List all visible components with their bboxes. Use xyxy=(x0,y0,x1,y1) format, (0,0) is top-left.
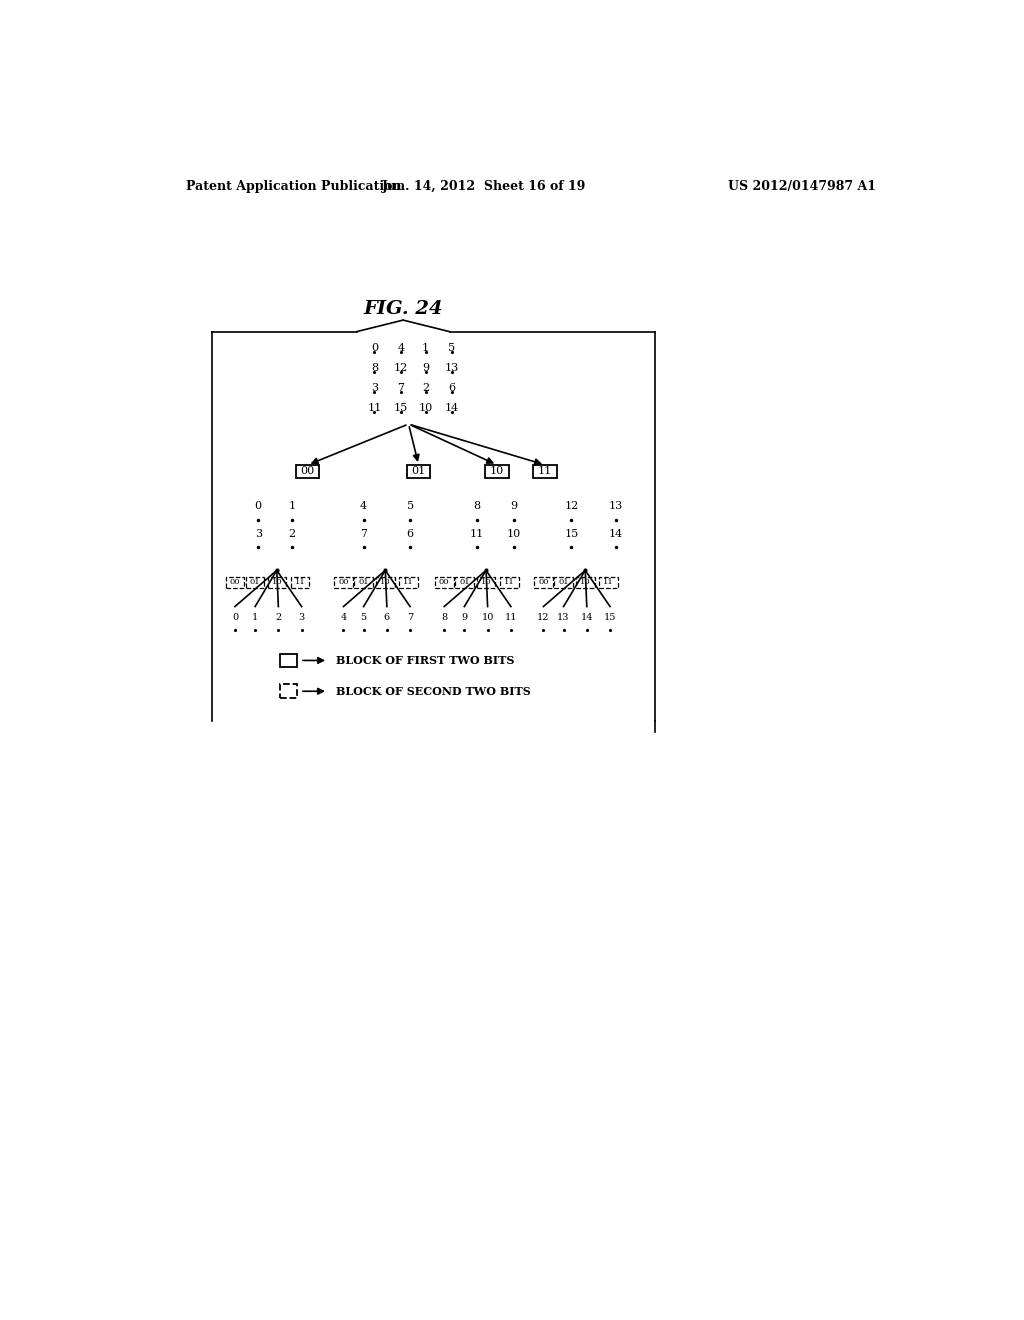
FancyBboxPatch shape xyxy=(246,577,264,589)
Text: 00: 00 xyxy=(439,578,450,586)
FancyBboxPatch shape xyxy=(407,465,430,478)
Text: 13: 13 xyxy=(444,363,459,374)
FancyBboxPatch shape xyxy=(575,577,595,589)
Text: 2: 2 xyxy=(422,383,429,393)
Text: 10: 10 xyxy=(481,612,494,622)
Text: 14: 14 xyxy=(581,612,593,622)
FancyBboxPatch shape xyxy=(485,465,509,478)
FancyBboxPatch shape xyxy=(225,577,245,589)
Text: 10: 10 xyxy=(580,578,591,586)
FancyBboxPatch shape xyxy=(500,577,518,589)
Text: 6: 6 xyxy=(449,383,456,393)
Text: 5: 5 xyxy=(360,612,367,622)
Text: 00: 00 xyxy=(539,578,549,586)
Text: 11: 11 xyxy=(505,612,517,622)
Text: 15: 15 xyxy=(604,612,616,622)
Text: 9: 9 xyxy=(510,502,517,511)
Text: 01: 01 xyxy=(558,578,569,586)
FancyBboxPatch shape xyxy=(376,577,394,589)
Text: 1: 1 xyxy=(252,612,258,622)
Text: 00: 00 xyxy=(229,578,241,586)
Text: 5: 5 xyxy=(449,343,456,354)
Text: 10: 10 xyxy=(271,578,283,586)
Text: 10: 10 xyxy=(507,529,521,539)
Text: 7: 7 xyxy=(407,612,414,622)
Text: 10: 10 xyxy=(419,404,433,413)
FancyBboxPatch shape xyxy=(554,577,572,589)
Text: FIG. 24: FIG. 24 xyxy=(364,300,443,318)
Text: 00: 00 xyxy=(301,466,315,477)
Text: US 2012/0147987 A1: US 2012/0147987 A1 xyxy=(728,181,877,194)
Text: 01: 01 xyxy=(250,578,260,586)
Text: 7: 7 xyxy=(397,383,404,393)
Text: BLOCK OF SECOND TWO BITS: BLOCK OF SECOND TWO BITS xyxy=(336,686,530,697)
Text: 11: 11 xyxy=(504,578,515,586)
Text: 12: 12 xyxy=(393,363,408,374)
Text: 14: 14 xyxy=(444,404,459,413)
Text: 11: 11 xyxy=(295,578,305,586)
FancyBboxPatch shape xyxy=(455,577,474,589)
Text: 5: 5 xyxy=(407,502,414,511)
FancyBboxPatch shape xyxy=(280,684,297,698)
Text: 0: 0 xyxy=(371,343,378,354)
Text: 4: 4 xyxy=(360,502,368,511)
Text: 10: 10 xyxy=(480,578,492,586)
Text: 4: 4 xyxy=(397,343,404,354)
Text: 6: 6 xyxy=(384,612,390,622)
Text: Jun. 14, 2012  Sheet 16 of 19: Jun. 14, 2012 Sheet 16 of 19 xyxy=(382,181,587,194)
Text: 13: 13 xyxy=(609,502,624,511)
Text: 8: 8 xyxy=(441,612,447,622)
Text: 1: 1 xyxy=(422,343,429,354)
Text: 13: 13 xyxy=(557,612,569,622)
Text: 15: 15 xyxy=(564,529,579,539)
Text: 11: 11 xyxy=(470,529,484,539)
Text: 12: 12 xyxy=(538,612,550,622)
Text: Patent Application Publication: Patent Application Publication xyxy=(186,181,401,194)
Text: 15: 15 xyxy=(393,404,408,413)
Text: 3: 3 xyxy=(371,383,378,393)
Text: 10: 10 xyxy=(380,578,390,586)
FancyBboxPatch shape xyxy=(477,577,496,589)
Text: 11: 11 xyxy=(538,466,552,477)
Text: 00: 00 xyxy=(338,578,349,586)
Text: 0: 0 xyxy=(255,502,262,511)
FancyBboxPatch shape xyxy=(534,465,557,478)
Text: 01: 01 xyxy=(358,578,369,586)
Text: 6: 6 xyxy=(407,529,414,539)
Text: 7: 7 xyxy=(360,529,367,539)
Text: 8: 8 xyxy=(473,502,480,511)
FancyBboxPatch shape xyxy=(354,577,373,589)
FancyBboxPatch shape xyxy=(291,577,309,589)
FancyBboxPatch shape xyxy=(399,577,418,589)
FancyBboxPatch shape xyxy=(334,577,352,589)
Text: 11: 11 xyxy=(368,404,382,413)
FancyBboxPatch shape xyxy=(280,653,297,668)
Text: 2: 2 xyxy=(289,529,296,539)
Text: BLOCK OF FIRST TWO BITS: BLOCK OF FIRST TWO BITS xyxy=(336,655,514,667)
FancyBboxPatch shape xyxy=(267,577,286,589)
Text: 10: 10 xyxy=(489,466,504,477)
FancyBboxPatch shape xyxy=(599,577,617,589)
FancyBboxPatch shape xyxy=(535,577,553,589)
Text: 11: 11 xyxy=(603,578,613,586)
Text: 11: 11 xyxy=(403,578,414,586)
Text: 01: 01 xyxy=(412,466,426,477)
Text: 4: 4 xyxy=(340,612,346,622)
Text: 14: 14 xyxy=(609,529,624,539)
Text: 9: 9 xyxy=(461,612,467,622)
Text: 0: 0 xyxy=(231,612,238,622)
Text: 9: 9 xyxy=(422,363,429,374)
FancyBboxPatch shape xyxy=(296,465,319,478)
Text: 12: 12 xyxy=(564,502,579,511)
FancyBboxPatch shape xyxy=(435,577,454,589)
Text: 2: 2 xyxy=(275,612,282,622)
Text: 1: 1 xyxy=(289,502,296,511)
Text: 3: 3 xyxy=(255,529,262,539)
Text: 01: 01 xyxy=(459,578,470,586)
Text: 3: 3 xyxy=(298,612,305,622)
Text: 8: 8 xyxy=(371,363,378,374)
